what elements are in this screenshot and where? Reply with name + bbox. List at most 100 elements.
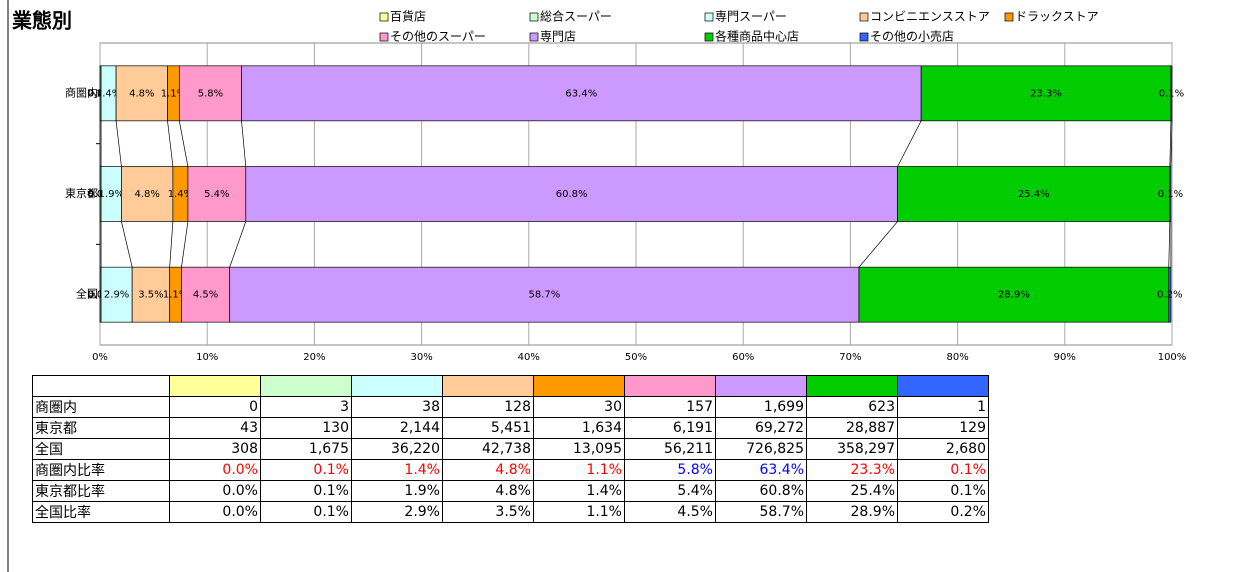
row-label: 東京都 (32, 417, 170, 439)
data-label: 28.9% (998, 290, 1030, 301)
legend-label: その他のスーパー (390, 30, 486, 44)
cell: 1.9% (351, 480, 443, 502)
cell: 1.1% (533, 459, 625, 481)
cell: 1,634 (533, 417, 625, 439)
data-label: 25.4% (1018, 189, 1050, 200)
color-cell (897, 375, 989, 397)
cell: 5.4% (624, 480, 716, 502)
legend-label: 専門店 (540, 30, 576, 44)
bar-segment (121, 166, 174, 222)
cell: 623 (806, 396, 898, 418)
data-label: 0.1% (88, 189, 113, 200)
legend-label: 専門スーパー (715, 10, 787, 24)
legend-swatch (704, 12, 714, 22)
legend-label: コンビニエンスストア (870, 10, 990, 24)
data-label: 60.8% (556, 189, 588, 200)
legend-swatch (1004, 12, 1014, 22)
cell: 0.1% (260, 459, 352, 481)
color-cell (624, 375, 716, 397)
data-label: 0.1% (1159, 88, 1184, 99)
bar-segment (229, 266, 860, 323)
cell: 0.1% (897, 480, 989, 502)
bar-segment (245, 166, 898, 222)
cell: 38 (351, 396, 443, 418)
row-label: 東京都比率 (32, 480, 170, 502)
legend-swatch (529, 32, 539, 42)
series-line (121, 221, 133, 268)
cell: 58.7% (715, 501, 807, 523)
row-label: 商圏内 (32, 396, 170, 418)
data-label: 1.4% (96, 88, 121, 99)
y-tick-label: 商圏内 (65, 85, 98, 99)
series-line (897, 120, 922, 167)
cell: 0.0% (169, 501, 261, 523)
y-tick-label: 東京都 (65, 186, 98, 200)
color-cell (169, 375, 261, 397)
cell: 1,675 (260, 438, 352, 460)
color-cell (351, 375, 443, 397)
data-label: 0.1% (88, 290, 113, 301)
cell: 3.5% (442, 501, 534, 523)
cell: 308 (169, 438, 261, 460)
table-row: 東京都 43 130 2,144 5,451 1,634 6,191 69,272 28,887… (32, 417, 989, 439)
cell: 128 (442, 396, 534, 418)
cell: 4.5% (624, 501, 716, 523)
bar-segment (131, 266, 171, 323)
table-row: 全国比率 0.0% 0.1% 2.9% 3.5% 1.1% 4.5% 58.7% 28.9% 0.… (32, 501, 989, 523)
cell: 2,680 (897, 438, 989, 460)
x-tick-label: 90% (1054, 352, 1076, 363)
cell: 56,211 (624, 438, 716, 460)
x-tick-label: 50% (625, 352, 647, 363)
legend-label: その他の小売店 (870, 29, 954, 44)
series-line (115, 120, 122, 167)
series-line (1169, 120, 1172, 167)
data-label: 1.4% (168, 189, 193, 200)
cell: 25.4% (806, 480, 898, 502)
bar-segment (1169, 166, 1172, 222)
series-line (167, 120, 174, 167)
cell: 1,699 (715, 396, 807, 418)
legend-swatch (379, 12, 389, 22)
data-label: 4.5% (193, 290, 218, 301)
data-label: 0.1% (88, 88, 113, 99)
color-cell (806, 375, 898, 397)
bar-segment (187, 166, 247, 222)
series-line (169, 221, 174, 268)
x-tick-label: 20% (303, 352, 325, 363)
legend-swatch (859, 32, 869, 42)
cell: 23.3% (806, 459, 898, 481)
data-label: 23.3% (1030, 88, 1062, 99)
row-label: 商圏内比率 (32, 459, 170, 481)
cell: 63.4% (715, 459, 807, 481)
cell: 0.0% (169, 459, 261, 481)
legend-label: ドラックストア (1015, 10, 1099, 24)
x-tick-label: 100% (1158, 352, 1187, 363)
legend-swatch (529, 12, 539, 22)
x-tick-label: 70% (839, 352, 861, 363)
x-tick-label: 60% (732, 352, 754, 363)
table-row: 東京都比率 0.0% 0.1% 1.9% 4.8% 1.4% 5.4% 60.8% 25.4% 0… (32, 480, 989, 502)
data-label: 5.8% (198, 88, 223, 99)
cell: 5.8% (624, 459, 716, 481)
cell: 42,738 (442, 438, 534, 460)
cell: 6,191 (624, 417, 716, 439)
cell: 1 (897, 396, 989, 418)
bar-segment (1170, 65, 1173, 122)
x-tick-label: 10% (196, 352, 218, 363)
cell: 358,297 (806, 438, 898, 460)
cell: 1.4% (351, 459, 443, 481)
color-cell (442, 375, 534, 397)
data-label: 0.1% (1158, 189, 1183, 200)
series-line (241, 120, 247, 167)
cell: 2.9% (351, 501, 443, 523)
data-label: 4.8% (129, 88, 154, 99)
cell: 0.1% (260, 480, 352, 502)
cell: 30 (533, 396, 625, 418)
legend-swatch (704, 32, 714, 42)
series-line (181, 221, 189, 268)
cell: 69,272 (715, 417, 807, 439)
data-label: 1.9% (99, 189, 124, 200)
data-table: 商圏内 0 3 38 128 30 157 1,699 623 1 東京都 43 130 2,144 5,4… (32, 375, 989, 523)
cell: 0.1% (260, 501, 352, 523)
table-row: 全国 308 1,675 36,220 42,738 13,095 56,211 726,82… (32, 438, 989, 460)
